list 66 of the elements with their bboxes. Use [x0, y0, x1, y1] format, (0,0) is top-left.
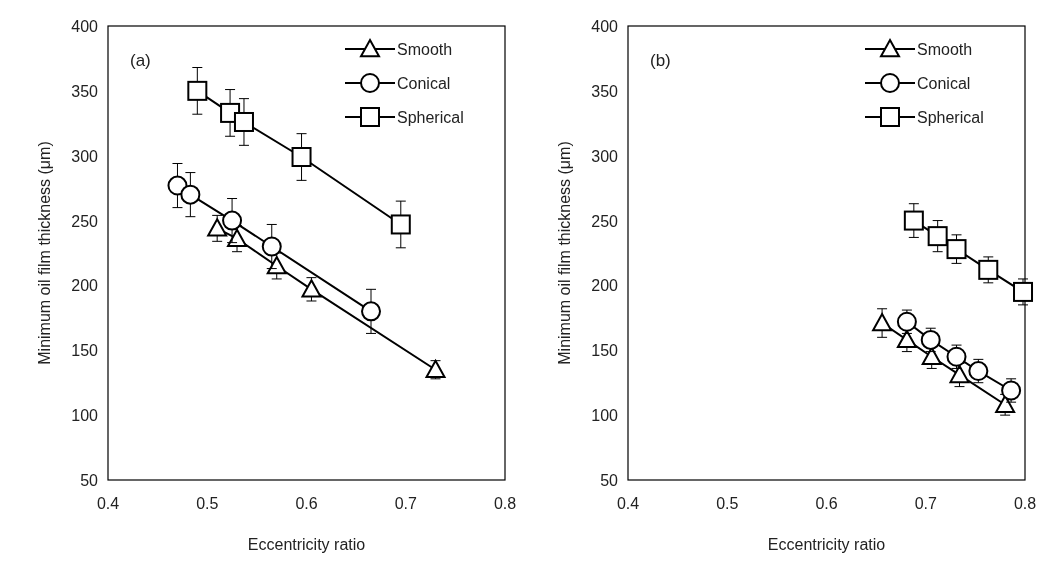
- point: [978, 259, 999, 280]
- x-axis-title: Eccentricity ratio: [247, 536, 366, 553]
- y-axis-title: Minimum oil film thickness (μm): [36, 141, 53, 365]
- point: [425, 359, 446, 378]
- point: [1013, 281, 1034, 302]
- x-tick-label: 0.6: [295, 495, 318, 512]
- y-tick-label: 150: [591, 342, 619, 360]
- point: [872, 313, 893, 332]
- point: [266, 255, 287, 275]
- x-tick-label: 0.7: [914, 495, 937, 512]
- x-tick-label: 0.8: [493, 495, 517, 512]
- point: [903, 210, 924, 231]
- y-tick-label: 350: [71, 82, 99, 100]
- y-tick-label: 100: [591, 407, 619, 425]
- legend-label: Spherical: [397, 109, 464, 126]
- x-tick-label: 0.7: [394, 495, 417, 512]
- legend-label: Conical: [917, 75, 971, 92]
- x-axis-title: Eccentricity ratio: [767, 536, 886, 553]
- point: [180, 184, 201, 205]
- y-tick-label: 150: [71, 342, 99, 360]
- legend-label: Smooth: [397, 41, 453, 58]
- x-tick-label: 0.4: [96, 495, 120, 512]
- point: [927, 226, 948, 247]
- legend-label: Spherical: [917, 109, 984, 126]
- point: [390, 214, 411, 235]
- legend-label: Conical: [397, 75, 451, 92]
- y-tick-label: 50: [80, 472, 99, 489]
- y-tick-label: 350: [591, 82, 619, 100]
- y-axis-title: Minimum oil film thickness (μm): [556, 141, 573, 365]
- y-tick-label: 50: [600, 472, 619, 489]
- point: [233, 111, 254, 132]
- point: [261, 236, 282, 257]
- y-tick-label: 200: [591, 277, 619, 295]
- x-tick-label: 0.4: [616, 495, 640, 512]
- point: [227, 228, 248, 247]
- y-tick-label: 300: [71, 147, 99, 165]
- x-tick-label: 0.5: [196, 495, 219, 512]
- point: [946, 239, 967, 260]
- point: [187, 80, 208, 101]
- y-tick-label: 250: [591, 212, 619, 230]
- point: [301, 279, 322, 298]
- point: [896, 311, 917, 332]
- y-tick-label: 200: [71, 277, 99, 295]
- y-tick-label: 400: [71, 18, 99, 35]
- y-tick-label: 400: [591, 18, 619, 35]
- point: [361, 301, 382, 322]
- y-tick-label: 300: [591, 147, 619, 165]
- point: [1001, 380, 1022, 401]
- annotation: (b): [650, 51, 671, 70]
- point: [995, 394, 1016, 413]
- x-tick-label: 0.8: [1013, 495, 1037, 512]
- point: [291, 147, 312, 168]
- point: [207, 218, 228, 237]
- point: [920, 329, 941, 350]
- point: [968, 361, 989, 382]
- point: [946, 346, 967, 367]
- point: [921, 346, 942, 365]
- y-tick-label: 250: [71, 212, 99, 230]
- point: [222, 210, 243, 231]
- x-tick-label: 0.6: [815, 495, 838, 512]
- legend-label: Smooth: [917, 41, 973, 58]
- point: [949, 364, 970, 384]
- x-tick-label: 0.5: [716, 495, 739, 512]
- annotation: (a): [130, 51, 151, 70]
- y-tick-label: 100: [71, 407, 99, 425]
- point: [896, 329, 917, 349]
